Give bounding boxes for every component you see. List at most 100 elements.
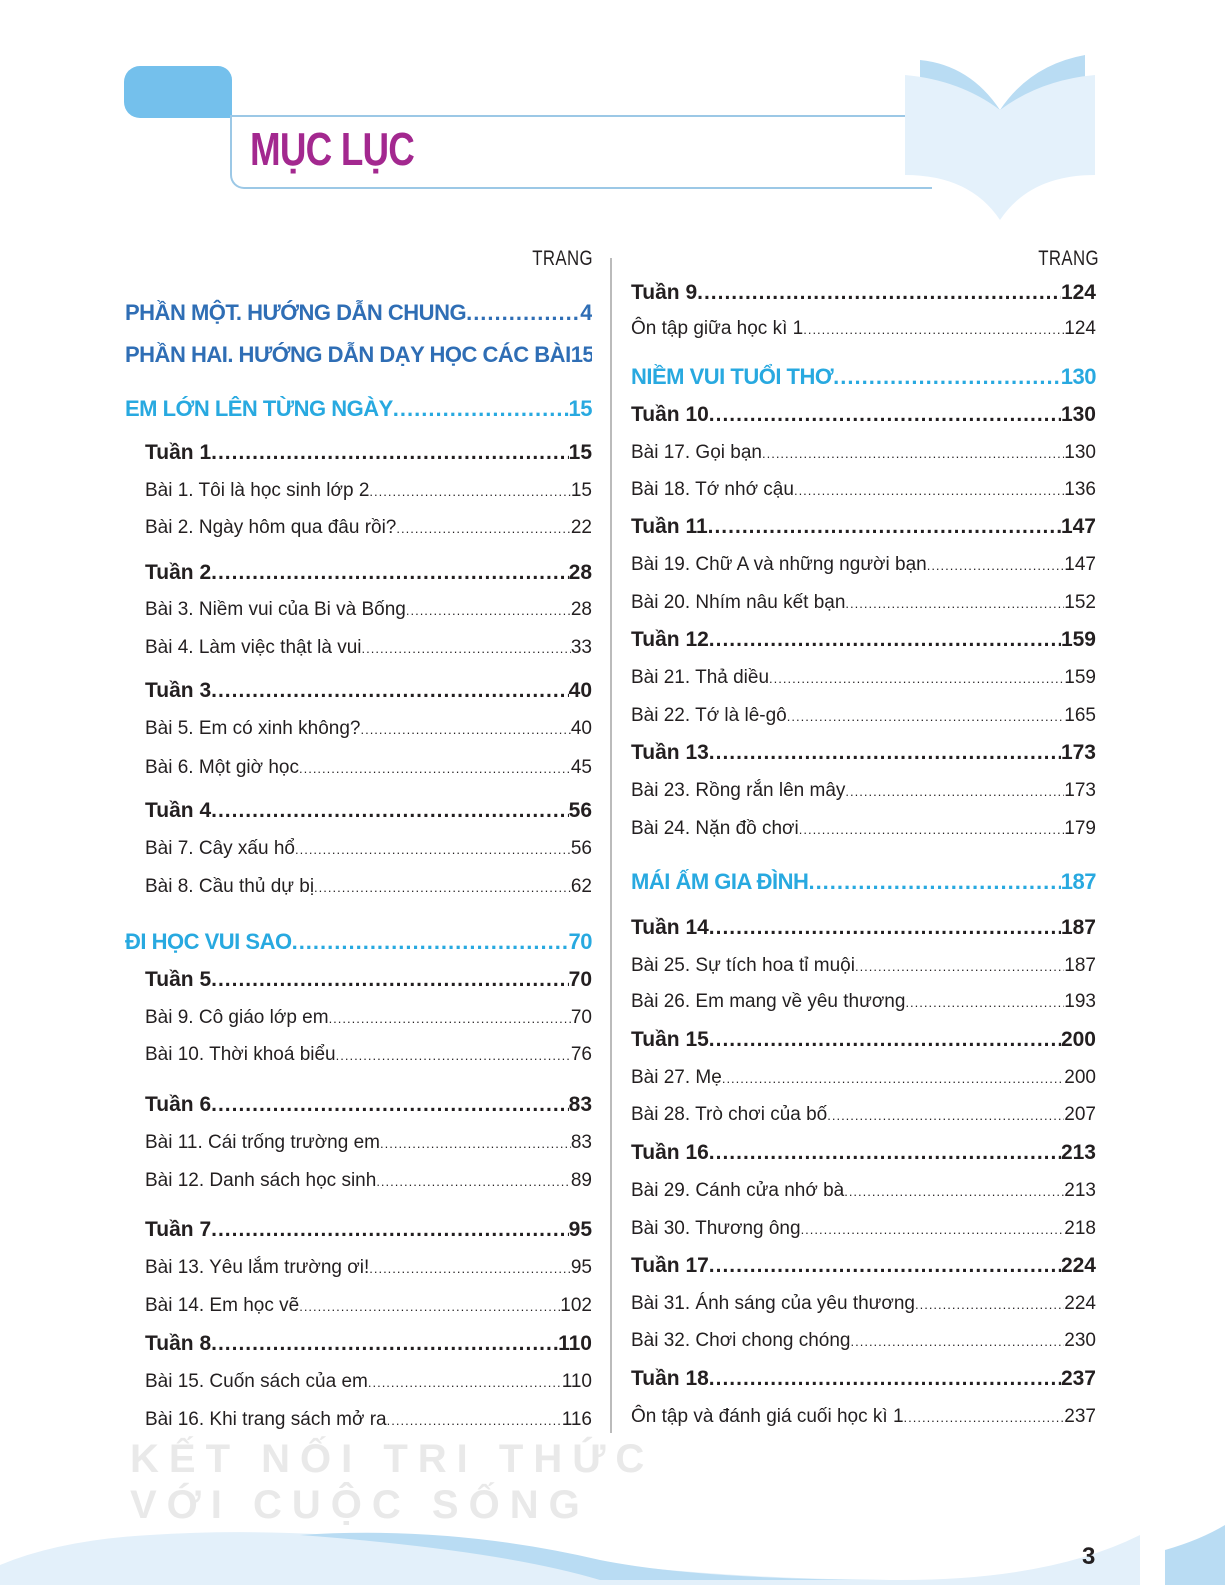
entry-page: 237 [1060, 1367, 1096, 1390]
toc-entry-lesson: Bài 20. Nhím nâu kết bạn................… [631, 588, 1096, 618]
entry-title: Bài 15. Cuốn sách của em [145, 1371, 368, 1392]
dot-leader: ........................................… [328, 1011, 571, 1026]
watermark-line-1: KẾT NỐI TRI THỨC [130, 1437, 655, 1481]
entry-title: Bài 24. Nặn đồ chơi [631, 818, 799, 839]
entry-title: Bài 3. Niềm vui của Bi và Bống [145, 599, 406, 620]
dot-leader: ........................................… [211, 1332, 559, 1355]
entry-page: 147 [1060, 515, 1096, 538]
entry-page: 15 [570, 342, 592, 367]
toc-entry-part: PHẦN MỘT. HƯỚNG DẪN CHUNG...............… [125, 298, 592, 328]
dot-leader: ........................................… [845, 784, 1064, 799]
dot-leader: ........................................… [376, 1174, 571, 1189]
entry-page: 237 [1064, 1406, 1096, 1427]
dot-leader: ........................................… [299, 1299, 560, 1314]
toc-entry-lesson: Bài 29. Cánh cửa nhớ bà.................… [631, 1176, 1096, 1206]
dot-leader: ........................................… [707, 515, 1061, 538]
dot-leader: ........................................… [798, 822, 1065, 837]
entry-page: 159 [1060, 628, 1096, 651]
entry-title: Tuần 4 [145, 799, 212, 822]
entry-title: Bài 8. Cầu thủ dự bị [145, 876, 315, 897]
entry-title: Bài 23. Rồng rắn lên mây [631, 780, 846, 801]
entry-title: Tuần 16 [631, 1141, 709, 1164]
entry-title: Ôn tập giữa học kì 1 [631, 318, 804, 339]
entry-title: EM LỚN LÊN TỪNG NGÀY [125, 396, 393, 421]
entry-page: 15 [570, 480, 592, 501]
entry-page: 187 [1060, 916, 1096, 939]
entry-page: 4 [580, 300, 592, 325]
title-frame [230, 115, 932, 189]
page-title: MỤC LỤC [250, 123, 415, 175]
toc-entry-lesson: Bài 8. Cầu thủ dự bị....................… [145, 872, 592, 902]
dot-leader: ........................................… [367, 1375, 562, 1390]
toc-entry-lesson: Bài 28. Trò chơi của bố.................… [631, 1100, 1096, 1130]
toc-entry-lesson: Bài 18. Tớ nhớ cậu......................… [631, 475, 1096, 505]
entry-title: Tuần 11 [631, 515, 708, 538]
entry-title: Bài 21. Thả diều [631, 667, 770, 688]
entry-page: 45 [570, 757, 592, 778]
open-book-icon [905, 55, 1095, 220]
dot-leader: ........................................… [396, 521, 570, 536]
toc-entry-lesson: Bài 31. Ánh sáng của yêu thương.........… [631, 1289, 1096, 1319]
entry-page: 224 [1060, 1254, 1096, 1277]
entry-title: Tuần 7 [145, 1218, 212, 1241]
entry-title: NIỀM VUI TUỔI THƠ [631, 364, 834, 389]
entry-page: 89 [570, 1170, 592, 1191]
toc-entry-week: Tuần 3..................................… [145, 676, 592, 706]
toc-entry-week: Tuần 14.................................… [631, 913, 1096, 943]
watermark-line-2: VỚI CUỘC SỐNG [130, 1483, 590, 1527]
entry-title: Bài 2. Ngày hôm qua đâu rồi? [145, 517, 397, 538]
entry-page: 22 [570, 517, 592, 538]
dot-leader: ........................................… [926, 558, 1065, 573]
entry-title: Tuần 9 [631, 281, 698, 304]
entry-page: 56 [570, 838, 592, 859]
entry-title: Tuần 13 [631, 741, 709, 764]
dot-leader: ........................................… [211, 561, 569, 584]
entry-page: 70 [570, 1007, 592, 1028]
toc-entry-lesson: Bài 24. Nặn đồ chơi.....................… [631, 814, 1096, 844]
toc-entry-lesson: Bài 23. Rồng rắn lên mây................… [631, 776, 1096, 806]
dot-leader: ........................................… [291, 929, 569, 954]
entry-page: 95 [570, 1257, 592, 1278]
toc-entry-lesson: Bài 16. Khi trang sách mở ra............… [145, 1405, 592, 1435]
dot-leader: ........................................… [361, 641, 571, 656]
toc-entry-lesson: Bài 5. Em có xinh không?................… [145, 714, 592, 744]
entry-title: Tuần 2 [145, 561, 212, 584]
toc-entry-lesson: Bài 11. Cái trống trường em.............… [145, 1128, 592, 1158]
dot-leader: ........................................… [800, 1222, 1065, 1237]
dot-leader: ........................................… [386, 1413, 562, 1428]
entry-title: Tuần 14 [631, 916, 709, 939]
dot-leader: ........................................… [360, 722, 571, 737]
toc-entry-week: Tuần 9..................................… [631, 278, 1096, 308]
entry-title: Bài 1. Tôi là học sinh lớp 2 [145, 480, 370, 501]
toc-entry-topic: NIỀM VUI TUỔI THƠ.......................… [631, 362, 1096, 392]
toc-entry-lesson: Bài 22. Tớ là lê-gô.....................… [631, 701, 1096, 731]
entry-title: Bài 9. Cô giáo lớp em [145, 1007, 329, 1028]
dot-leader: ........................................… [466, 300, 580, 325]
entry-title: Bài 26. Em mang về yêu thương [631, 991, 906, 1012]
entry-page: 130 [1060, 403, 1096, 426]
toc-entry-week: Tuần 13.................................… [631, 738, 1096, 768]
entry-page: 152 [1064, 592, 1096, 613]
entry-page: 124 [1060, 281, 1096, 304]
dot-leader: ........................................… [850, 1334, 1065, 1349]
entry-page: 15 [568, 441, 592, 464]
toc-entry-lesson: Bài 14. Em học vẽ.......................… [145, 1291, 592, 1321]
toc-entry-week: Tuần 5..................................… [145, 965, 592, 995]
dot-leader: ........................................… [844, 1184, 1064, 1199]
entry-title: Bài 10. Thời khoá biểu [145, 1044, 336, 1065]
entry-page: 102 [560, 1295, 592, 1316]
toc-entry-week: Tuần 8..................................… [145, 1329, 592, 1359]
dot-leader: ........................................… [708, 403, 1061, 426]
entry-page: 187 [1064, 955, 1096, 976]
dot-leader: ........................................… [845, 596, 1064, 611]
toc-entry-lesson: Bài 6. Một giờ học......................… [145, 753, 592, 783]
dot-leader: ........................................… [793, 483, 1064, 498]
entry-page: 15 [568, 396, 592, 421]
entry-page: 33 [570, 637, 592, 658]
toc-entry-lesson: Bài 17. Gọi bạn.........................… [631, 438, 1096, 468]
dot-leader: ........................................… [854, 959, 1065, 974]
entry-title: Bài 30. Thương ông [631, 1218, 801, 1239]
dot-leader: ........................................… [369, 484, 570, 499]
entry-page: 207 [1064, 1104, 1096, 1125]
